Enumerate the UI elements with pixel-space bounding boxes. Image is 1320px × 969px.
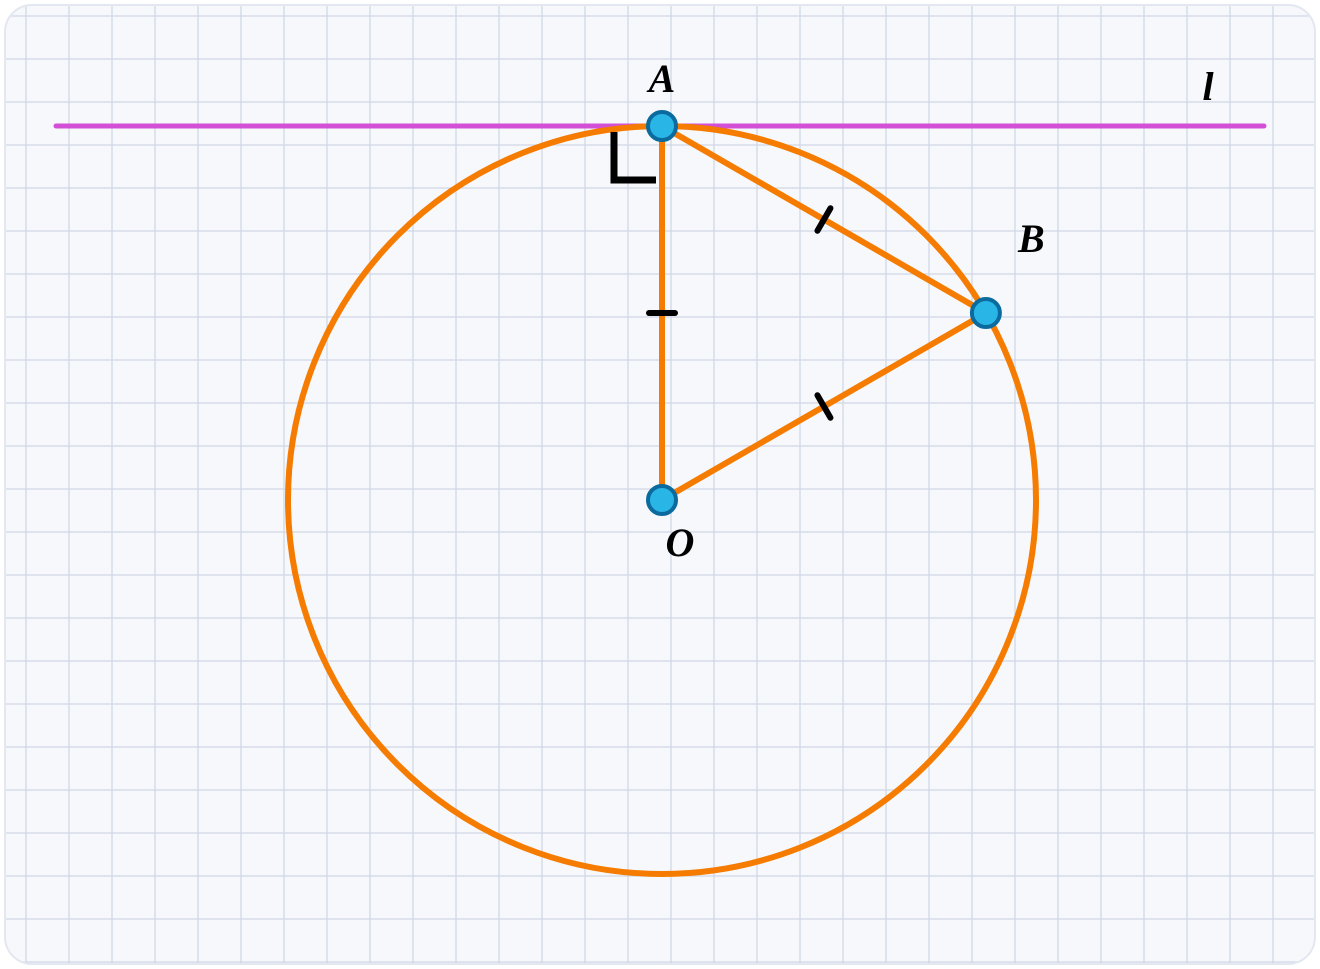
point-a: [648, 112, 676, 140]
label-o: O: [666, 520, 695, 565]
point-b: [972, 299, 1000, 327]
right-angle-marker: [614, 132, 656, 180]
point-o: [648, 486, 676, 514]
diagram-frame: A B Ol: [4, 4, 1316, 965]
label-b: B: [1017, 216, 1045, 261]
label-l: l: [1202, 64, 1214, 109]
label-a: A: [646, 56, 676, 101]
